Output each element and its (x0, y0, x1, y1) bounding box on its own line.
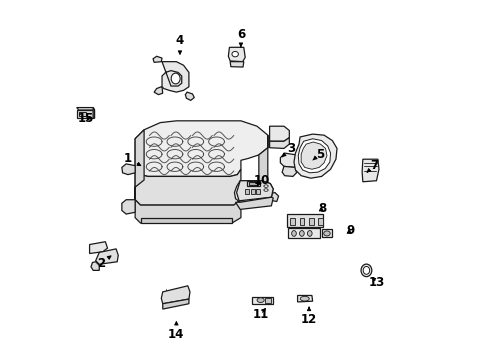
Bar (265, 298, 270, 303)
Polygon shape (77, 110, 93, 118)
Polygon shape (293, 134, 336, 178)
Polygon shape (269, 138, 289, 148)
Polygon shape (286, 214, 323, 227)
Bar (290, 218, 294, 225)
Text: 7: 7 (366, 159, 378, 172)
Polygon shape (236, 181, 273, 201)
Polygon shape (234, 181, 273, 202)
Text: 14: 14 (168, 322, 184, 341)
Ellipse shape (291, 230, 296, 236)
Polygon shape (301, 142, 326, 169)
Polygon shape (154, 87, 163, 95)
Polygon shape (252, 297, 273, 304)
Polygon shape (162, 62, 188, 92)
Text: 3: 3 (282, 142, 295, 157)
Bar (308, 218, 313, 225)
Polygon shape (122, 164, 135, 175)
Text: 4: 4 (176, 34, 183, 54)
Polygon shape (89, 242, 107, 253)
Ellipse shape (363, 266, 369, 274)
Text: 1: 1 (123, 152, 141, 166)
Polygon shape (247, 181, 259, 186)
Polygon shape (282, 166, 296, 176)
Polygon shape (135, 169, 241, 205)
Bar (255, 189, 259, 194)
Polygon shape (297, 296, 312, 302)
Polygon shape (140, 218, 231, 223)
Bar (299, 218, 304, 225)
Polygon shape (235, 197, 273, 210)
Polygon shape (321, 229, 332, 237)
Bar (244, 189, 248, 194)
Polygon shape (93, 108, 94, 118)
Polygon shape (258, 135, 267, 200)
Polygon shape (96, 249, 118, 264)
Bar (248, 182, 257, 185)
Text: 2: 2 (97, 256, 111, 270)
Text: 8: 8 (318, 202, 326, 215)
Ellipse shape (264, 185, 267, 187)
Polygon shape (153, 56, 162, 62)
Text: 5: 5 (312, 148, 323, 161)
Polygon shape (267, 193, 278, 202)
Text: 15: 15 (78, 112, 94, 125)
Polygon shape (79, 112, 86, 116)
Polygon shape (135, 200, 241, 223)
Polygon shape (230, 62, 244, 67)
Ellipse shape (171, 73, 180, 84)
Polygon shape (298, 139, 330, 173)
Polygon shape (135, 121, 267, 176)
Ellipse shape (307, 230, 311, 236)
Polygon shape (362, 159, 378, 182)
Ellipse shape (264, 189, 267, 191)
Polygon shape (163, 299, 188, 309)
Polygon shape (161, 286, 190, 304)
Bar (250, 189, 254, 194)
Polygon shape (135, 130, 144, 200)
Polygon shape (269, 126, 289, 141)
Polygon shape (185, 92, 194, 100)
Ellipse shape (299, 230, 304, 236)
Bar (318, 218, 323, 225)
Ellipse shape (257, 298, 264, 302)
Ellipse shape (323, 231, 329, 236)
Polygon shape (280, 153, 301, 167)
Text: 11: 11 (252, 308, 268, 321)
Text: 6: 6 (236, 28, 244, 47)
Text: 13: 13 (368, 276, 385, 289)
Polygon shape (228, 47, 244, 62)
Text: 12: 12 (300, 307, 317, 327)
Polygon shape (91, 262, 99, 270)
Polygon shape (122, 200, 135, 214)
Polygon shape (287, 228, 319, 238)
Ellipse shape (231, 51, 238, 57)
Text: 9: 9 (346, 224, 354, 238)
Ellipse shape (360, 264, 371, 276)
Text: 10: 10 (253, 174, 269, 187)
Polygon shape (77, 108, 94, 110)
Ellipse shape (300, 296, 308, 301)
